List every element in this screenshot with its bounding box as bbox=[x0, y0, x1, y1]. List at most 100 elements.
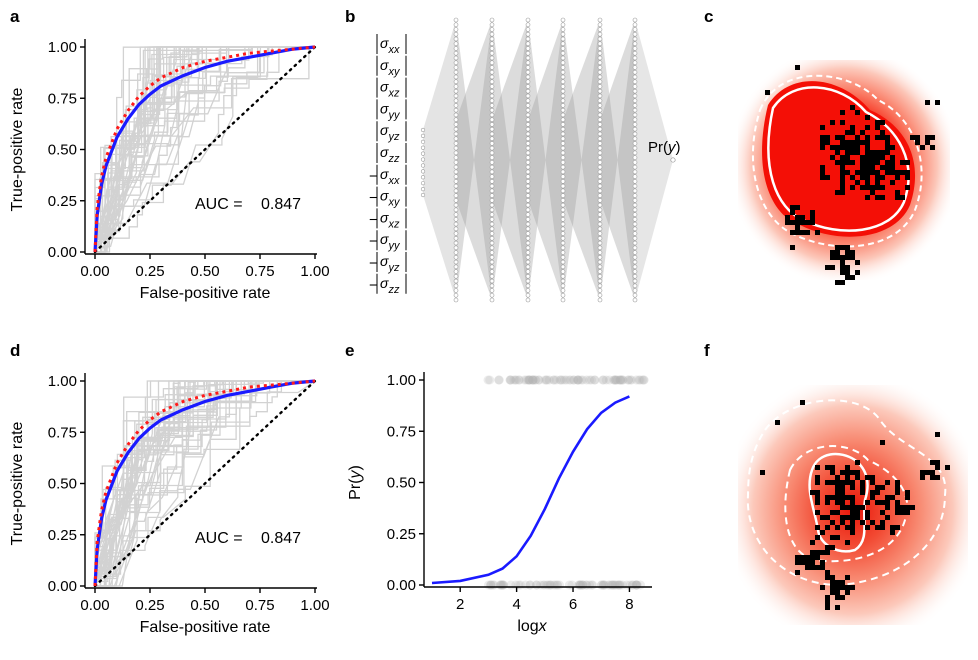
hidden-node bbox=[560, 155, 566, 160]
event-pixel bbox=[845, 575, 850, 580]
hidden-node bbox=[560, 236, 566, 241]
hidden-node bbox=[525, 288, 531, 293]
event-pixel bbox=[845, 270, 850, 275]
event-pixel bbox=[870, 155, 875, 160]
event-pixel bbox=[880, 510, 885, 515]
positive-point bbox=[610, 375, 620, 385]
event-pixel bbox=[840, 270, 845, 275]
hidden-node bbox=[560, 107, 566, 113]
event-pixel bbox=[870, 160, 875, 165]
event-pixel bbox=[835, 585, 840, 590]
hidden-node bbox=[632, 269, 638, 274]
input-label: σxy bbox=[376, 55, 407, 78]
hidden-node bbox=[597, 236, 603, 241]
hidden-node bbox=[560, 79, 566, 84]
event-pixel bbox=[830, 120, 835, 125]
event-pixel bbox=[840, 470, 845, 475]
roc-chance-line bbox=[93, 379, 317, 588]
positive-point bbox=[635, 375, 645, 385]
event-pixel bbox=[830, 155, 835, 160]
event-pixel bbox=[855, 475, 860, 480]
hidden-node bbox=[525, 259, 531, 265]
hidden-node bbox=[453, 193, 459, 198]
hidden-node bbox=[525, 17, 531, 23]
event-pixel bbox=[835, 580, 840, 585]
hidden-node bbox=[560, 41, 566, 47]
hidden-node bbox=[525, 188, 531, 194]
event-pixel bbox=[830, 255, 835, 260]
event-pixel bbox=[890, 145, 895, 150]
event-pixel bbox=[890, 525, 895, 530]
event-pixel bbox=[865, 125, 870, 130]
event-pixel bbox=[870, 170, 875, 175]
hidden-node bbox=[453, 207, 459, 213]
event-pixel bbox=[815, 500, 820, 505]
event-pixel bbox=[840, 245, 845, 250]
negative-point bbox=[553, 580, 563, 590]
hidden-node bbox=[597, 264, 603, 270]
event-pixel bbox=[905, 185, 910, 190]
hidden-node bbox=[525, 193, 531, 198]
hidden-node bbox=[453, 292, 459, 298]
event-pixel bbox=[850, 510, 855, 515]
positive-point bbox=[590, 375, 600, 385]
event-pixel bbox=[870, 495, 875, 500]
event-pixel bbox=[875, 125, 880, 130]
negative-point bbox=[525, 580, 535, 590]
hidden-node bbox=[632, 174, 638, 179]
svg-text:σyy: σyy bbox=[380, 231, 401, 252]
hidden-node bbox=[597, 41, 603, 47]
hidden-node bbox=[489, 174, 495, 179]
hidden-node bbox=[525, 221, 531, 227]
event-pixel bbox=[900, 195, 905, 200]
hidden-node bbox=[489, 198, 495, 203]
event-pixel bbox=[835, 605, 840, 610]
event-pixel bbox=[850, 515, 855, 520]
event-pixel bbox=[830, 535, 835, 540]
hidden-node bbox=[632, 84, 638, 89]
hidden-node bbox=[489, 207, 495, 213]
event-pixel bbox=[880, 525, 885, 530]
positive-point bbox=[528, 375, 538, 385]
hidden-node bbox=[453, 198, 459, 203]
hidden-node bbox=[597, 174, 603, 179]
hidden-node bbox=[489, 226, 495, 232]
hidden-node bbox=[489, 22, 495, 28]
hidden-node bbox=[597, 141, 603, 146]
event-pixel bbox=[835, 525, 840, 530]
event-pixel bbox=[875, 195, 880, 200]
hidden-node bbox=[525, 74, 531, 80]
hidden-node bbox=[489, 283, 495, 289]
event-pixel bbox=[845, 250, 850, 255]
event-pixel bbox=[870, 150, 875, 155]
hidden-node bbox=[525, 150, 531, 156]
hidden-node bbox=[597, 179, 603, 184]
hidden-node bbox=[489, 212, 495, 217]
positive-point bbox=[639, 375, 649, 385]
positive-point bbox=[524, 375, 534, 385]
input-label: − σxy bbox=[369, 186, 407, 209]
hidden-node bbox=[453, 84, 459, 89]
hidden-node bbox=[632, 55, 638, 61]
event-pixel bbox=[830, 145, 835, 150]
svg-text:σxx: σxx bbox=[380, 166, 400, 187]
positive-point bbox=[569, 375, 579, 385]
x-tick-label: 2 bbox=[456, 596, 464, 613]
hidden-node bbox=[560, 207, 566, 213]
event-pixel bbox=[865, 500, 870, 505]
hidden-node bbox=[489, 278, 495, 284]
hidden-node bbox=[489, 160, 495, 165]
event-pixel bbox=[845, 495, 850, 500]
positive-point bbox=[618, 375, 628, 385]
hidden-node bbox=[525, 117, 531, 122]
y-axis-label: True-positive rate bbox=[9, 421, 26, 545]
input-node bbox=[420, 192, 426, 198]
hidden-node bbox=[560, 217, 566, 222]
hidden-node bbox=[632, 164, 638, 170]
hidden-node bbox=[560, 112, 566, 118]
positive-point bbox=[609, 375, 619, 385]
hidden-node bbox=[453, 283, 459, 289]
hidden-node bbox=[560, 273, 566, 279]
hidden-node bbox=[453, 126, 459, 132]
hidden-node bbox=[632, 254, 638, 260]
